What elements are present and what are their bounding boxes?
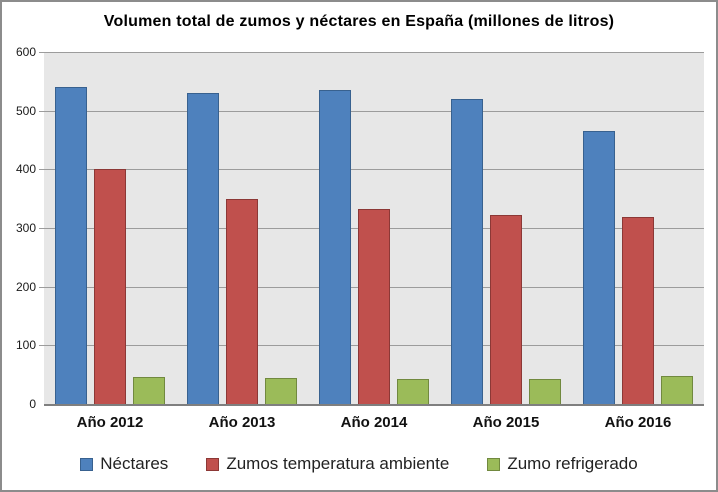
x-axis-label-año-2016: Año 2016 [604, 414, 672, 431]
legend: Néctares Zumos temperatura ambiente Zumo r… [2, 454, 716, 474]
legend-swatch-icon [206, 457, 220, 471]
x-axis-label-año-2012: Año 2012 [76, 414, 144, 431]
bar-néctares-año-2012 [55, 87, 87, 404]
x-axis-label-año-2015: Año 2015 [472, 414, 540, 431]
bar-néctares-año-2014 [319, 90, 351, 404]
plot-area [39, 52, 704, 406]
y-tick-label-400: 400 [15, 162, 36, 177]
bar-zumos-temperatura-ambiente-año-2016 [622, 217, 654, 404]
bar-group-año-2012 [44, 52, 176, 404]
bar-zumo-refrigerado-año-2013 [265, 378, 297, 404]
bar-zumo-refrigerado-año-2015 [529, 378, 561, 404]
chart-title: Volumen total de zumos y néctares en Esp… [103, 13, 615, 30]
y-axis: 600 500 400 300 200 100 0 [2, 45, 36, 411]
bar-group-año-2016 [572, 52, 704, 404]
y-tick-label-0: 0 [29, 397, 36, 411]
bar-néctares-año-2013 [187, 93, 219, 404]
legend-label: Zumos temperatura ambiente [226, 454, 450, 473]
gridline-400 [39, 169, 704, 171]
bar-zumos-temperatura-ambiente-año-2015 [490, 215, 522, 404]
gridline-500 [39, 110, 704, 112]
legend-item-zumos-temperatura-ambiente: Zumos temperatura ambiente [206, 454, 449, 474]
bar-zumo-refrigerado-año-2016 [661, 375, 693, 404]
bar-zumo-refrigerado-año-2012 [133, 377, 165, 404]
legend-label: Néctares [100, 454, 169, 473]
x-axis-label-año-2014: Año 2014 [340, 414, 408, 431]
x-axis-label-año-2013: Año 2013 [208, 414, 276, 431]
legend-item-néctares: Néctares [80, 454, 168, 474]
bar-néctares-año-2015 [451, 98, 483, 404]
legend-label: Zumo refrigerado [507, 454, 638, 473]
bar-group-año-2015 [440, 52, 572, 404]
y-tick-label-600: 600 [15, 45, 36, 59]
legend-item-zumo-refrigerado: Zumo refrigerado [487, 454, 638, 474]
x-axis: Año 2012 Año 2013 Año 2014 Año 2015 Año 2016 [44, 414, 704, 431]
bar-group-año-2014 [308, 52, 440, 404]
bar-group-año-2013 [176, 52, 308, 404]
y-tick-label-100: 100 [15, 338, 36, 353]
y-tick-label-500: 500 [15, 103, 36, 118]
bar-zumos-temperatura-ambiente-año-2013 [226, 198, 258, 404]
y-tick-label-300: 300 [15, 221, 36, 235]
bar-zumo-refrigerado-año-2014 [397, 378, 429, 404]
legend-swatch-icon [487, 457, 501, 471]
bar-zumos-temperatura-ambiente-año-2012 [94, 169, 126, 404]
bar-néctares-año-2016 [583, 131, 615, 404]
y-tick-label-200: 200 [15, 279, 36, 294]
legend-swatch-icon [80, 457, 94, 471]
bar-zumos-temperatura-ambiente-año-2014 [358, 208, 390, 404]
gridline-600 [39, 52, 704, 53]
